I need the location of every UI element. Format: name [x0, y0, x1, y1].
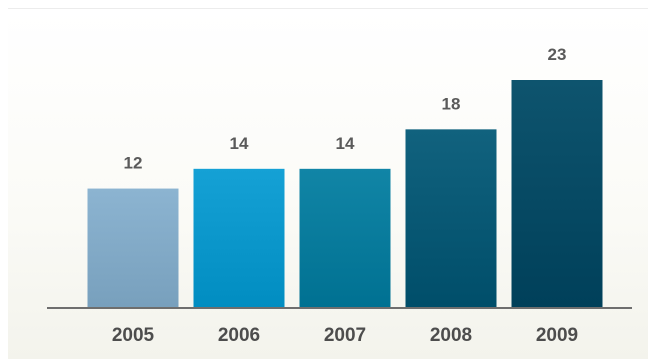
bar-2005	[87, 188, 179, 307]
x-tick-label-2009: 2009	[536, 325, 578, 346]
x-tick-label-2005: 2005	[112, 325, 155, 346]
bar-2008	[405, 129, 497, 307]
x-tick-label-2008: 2008	[430, 325, 472, 346]
x-tick-label-2007: 2007	[324, 325, 366, 346]
bar-2007	[299, 168, 391, 307]
bar-2006	[193, 168, 285, 307]
bar-2009	[511, 80, 603, 307]
value-label-2005: 12	[124, 154, 143, 173]
value-label-2009: 23	[548, 45, 567, 64]
bars-layer	[87, 80, 603, 307]
value-label-2008: 18	[442, 94, 461, 113]
value-label-2006: 14	[230, 134, 249, 153]
value-label-2007: 14	[336, 134, 355, 153]
x-tick-labels-layer: 2005 2006 2007 2008 2009	[112, 325, 578, 346]
x-tick-label-2006: 2006	[218, 325, 260, 346]
value-labels-layer: 12 14 14 18 23	[124, 45, 567, 173]
